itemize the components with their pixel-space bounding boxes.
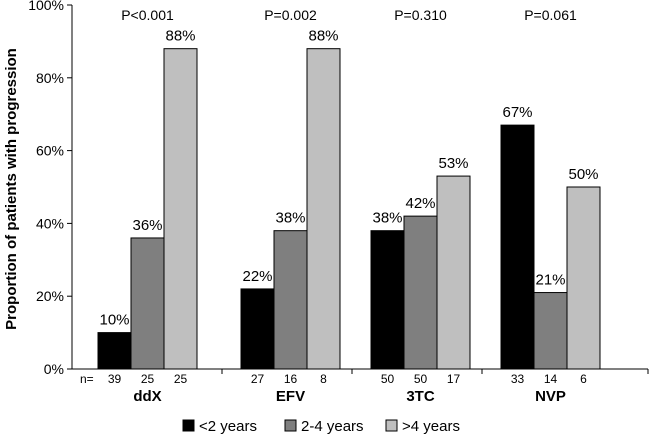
legend-swatch bbox=[182, 419, 195, 432]
bars bbox=[97, 48, 601, 370]
data-label: 38% bbox=[372, 210, 402, 227]
n-value: 16 bbox=[284, 372, 298, 386]
n-value: 27 bbox=[251, 372, 265, 386]
data-label: 50% bbox=[568, 166, 598, 183]
data-label: 53% bbox=[438, 155, 468, 172]
labels: n= 10% 39 36% 25 88% 25 ddX P<0.001 22% 27 38% 16 88%… bbox=[80, 7, 599, 405]
bar-efv-0 bbox=[240, 288, 275, 370]
bar-3tc-2 bbox=[436, 175, 471, 370]
bar-ddx-1 bbox=[130, 237, 165, 370]
y-axis-label: Proportion of patients with progression bbox=[3, 48, 20, 330]
category-label: NVP bbox=[535, 388, 566, 405]
data-label: 38% bbox=[275, 210, 305, 227]
data-label: 67% bbox=[502, 104, 532, 121]
y-tick-label: 80% bbox=[36, 70, 64, 86]
legend-swatch bbox=[385, 419, 398, 432]
n-value: 50 bbox=[381, 372, 395, 386]
category-label: ddX bbox=[133, 388, 161, 405]
bar-ddx-0 bbox=[97, 332, 132, 370]
n-value: 14 bbox=[544, 372, 558, 386]
bar-3tc-0 bbox=[370, 230, 405, 370]
n-value: 6 bbox=[580, 372, 587, 386]
y-tick-label: 40% bbox=[36, 215, 64, 231]
y-tick-label: 100% bbox=[28, 0, 64, 13]
y-tick-label: 0% bbox=[44, 361, 64, 377]
p-value-label: P<0.001 bbox=[121, 7, 174, 23]
bar-nvp-1 bbox=[533, 292, 568, 370]
bar-3tc-1 bbox=[403, 215, 438, 370]
data-label: 21% bbox=[535, 272, 565, 289]
category-label: EFV bbox=[276, 388, 305, 405]
data-label: 22% bbox=[242, 268, 272, 285]
n-value: 8 bbox=[320, 372, 327, 386]
n-value: 17 bbox=[447, 372, 461, 386]
legend-swatch bbox=[284, 419, 297, 432]
data-label: 10% bbox=[99, 312, 129, 329]
data-label: 42% bbox=[405, 195, 435, 212]
y-tick-label: 20% bbox=[36, 288, 64, 304]
n-value: 33 bbox=[511, 372, 525, 386]
p-value-label: P=0.002 bbox=[264, 7, 317, 23]
data-label: 88% bbox=[165, 28, 195, 45]
legend-label: <2 years bbox=[199, 418, 257, 435]
n-value: 50 bbox=[414, 372, 428, 386]
n-value: 25 bbox=[141, 372, 155, 386]
n-prefix: n= bbox=[80, 372, 94, 386]
n-value: 39 bbox=[108, 372, 122, 386]
bar-nvp-2 bbox=[566, 186, 601, 370]
category-label: 3TC bbox=[406, 388, 435, 405]
bar-ddx-2 bbox=[163, 48, 198, 370]
legend-label: >4 years bbox=[402, 418, 460, 435]
data-label: 36% bbox=[132, 217, 162, 234]
y-tick-label: 60% bbox=[36, 143, 64, 159]
bar-efv-2 bbox=[306, 48, 341, 370]
p-value-label: P=0.310 bbox=[394, 7, 447, 23]
bar-nvp-0 bbox=[500, 124, 535, 370]
n-value: 25 bbox=[174, 372, 188, 386]
legend: <2 years 2-4 years >4 years bbox=[182, 418, 460, 435]
legend-label: 2-4 years bbox=[301, 418, 364, 435]
p-value-label: P=0.061 bbox=[524, 7, 577, 23]
bar-efv-1 bbox=[273, 230, 308, 370]
data-label: 88% bbox=[308, 28, 338, 45]
